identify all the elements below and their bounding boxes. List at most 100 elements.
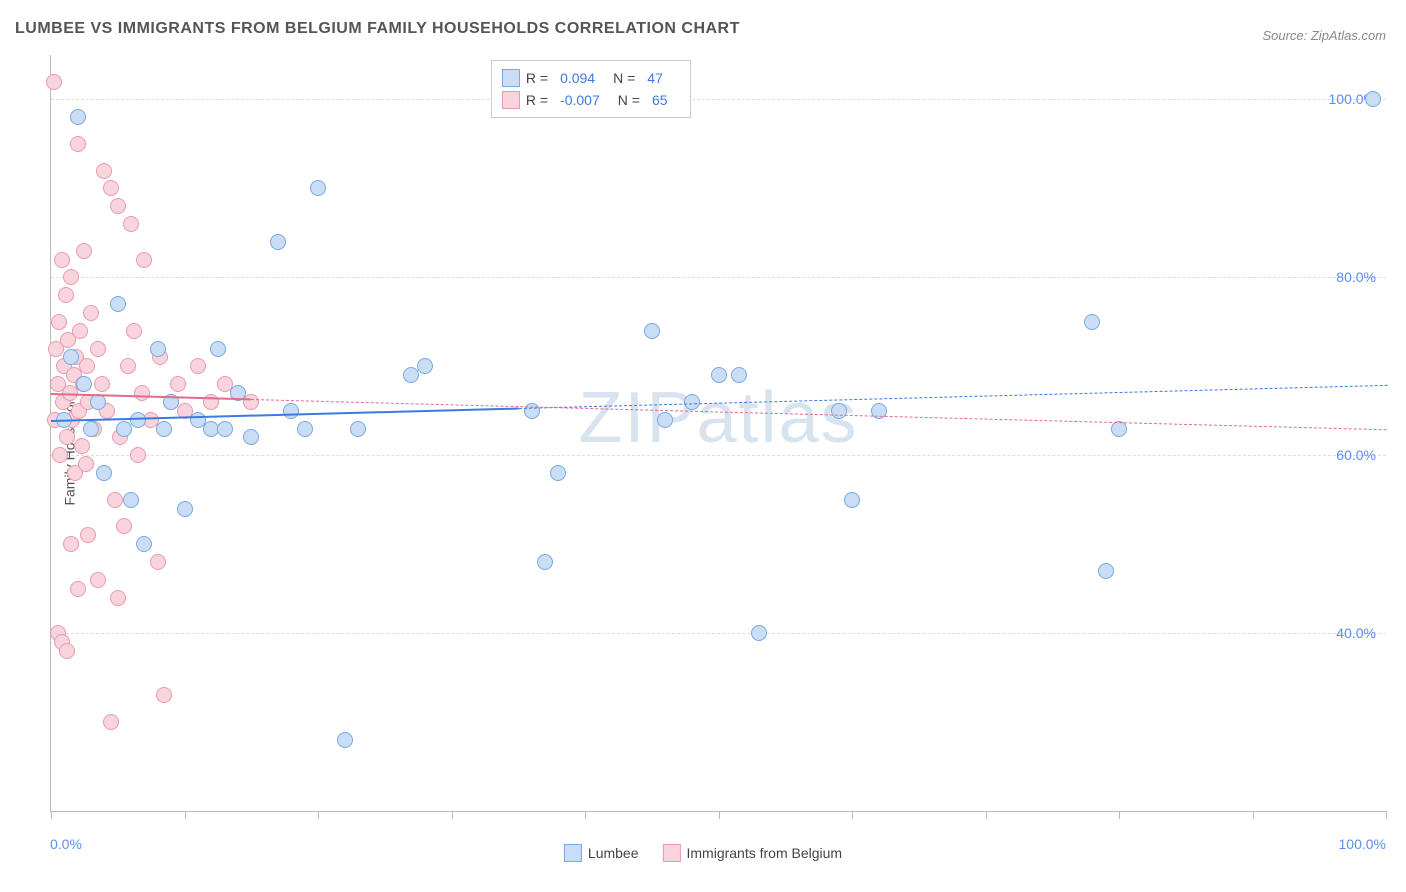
scatter-point xyxy=(70,109,86,125)
scatter-point xyxy=(283,403,299,419)
y-tick-label: 80.0% xyxy=(1336,269,1376,285)
n-value: 65 xyxy=(652,89,668,111)
scatter-point xyxy=(123,492,139,508)
scatter-point xyxy=(79,358,95,374)
scatter-point xyxy=(136,536,152,552)
scatter-point xyxy=(110,198,126,214)
legend-swatch xyxy=(663,844,681,862)
scatter-point xyxy=(74,438,90,454)
n-value: 47 xyxy=(647,67,663,89)
scatter-point xyxy=(83,305,99,321)
scatter-point xyxy=(63,269,79,285)
x-tick xyxy=(185,811,186,819)
scatter-point xyxy=(63,349,79,365)
scatter-point xyxy=(94,376,110,392)
scatter-point xyxy=(217,421,233,437)
scatter-point xyxy=(1365,91,1381,107)
scatter-point xyxy=(644,323,660,339)
scatter-point xyxy=(844,492,860,508)
legend-swatch xyxy=(564,844,582,862)
scatter-point xyxy=(54,252,70,268)
gridline xyxy=(51,633,1386,634)
scatter-point xyxy=(731,367,747,383)
chart-container: LUMBEE VS IMMIGRANTS FROM BELGIUM FAMILY… xyxy=(0,0,1406,892)
scatter-point xyxy=(210,341,226,357)
scatter-point xyxy=(103,180,119,196)
scatter-point xyxy=(72,323,88,339)
scatter-point xyxy=(70,581,86,597)
scatter-point xyxy=(297,421,313,437)
scatter-point xyxy=(150,341,166,357)
bottom-legend: LumbeeImmigrants from Belgium xyxy=(564,844,842,862)
watermark: ZIPatlas xyxy=(578,377,858,459)
x-axis-max-label: 100.0% xyxy=(1339,836,1386,852)
scatter-point xyxy=(657,412,673,428)
plot-area: ZIPatlas 40.0%60.0%80.0%100.0% xyxy=(50,55,1386,812)
scatter-point xyxy=(537,554,553,570)
r-value: -0.007 xyxy=(560,89,600,111)
scatter-point xyxy=(1084,314,1100,330)
scatter-point xyxy=(123,216,139,232)
scatter-point xyxy=(177,501,193,517)
scatter-point xyxy=(270,234,286,250)
chart-source: Source: ZipAtlas.com xyxy=(1262,28,1386,43)
scatter-point xyxy=(524,403,540,419)
gridline xyxy=(51,277,1386,278)
scatter-point xyxy=(243,394,259,410)
x-tick xyxy=(1253,811,1254,819)
scatter-point xyxy=(1098,563,1114,579)
scatter-point xyxy=(96,163,112,179)
y-tick-label: 60.0% xyxy=(1336,447,1376,463)
scatter-point xyxy=(107,492,123,508)
legend-row: R =0.094N =47 xyxy=(502,67,680,89)
scatter-point xyxy=(310,180,326,196)
trend-line xyxy=(519,385,1387,409)
n-label: N = xyxy=(618,89,640,111)
legend-row: R =-0.007N =65 xyxy=(502,89,680,111)
scatter-point xyxy=(126,323,142,339)
scatter-point xyxy=(170,376,186,392)
scatter-point xyxy=(110,296,126,312)
x-tick xyxy=(1386,811,1387,819)
scatter-point xyxy=(350,421,366,437)
scatter-point xyxy=(90,572,106,588)
scatter-point xyxy=(110,590,126,606)
scatter-point xyxy=(63,536,79,552)
scatter-point xyxy=(136,252,152,268)
scatter-point xyxy=(156,421,172,437)
scatter-point xyxy=(80,527,96,543)
scatter-point xyxy=(711,367,727,383)
gridline xyxy=(51,455,1386,456)
x-tick xyxy=(452,811,453,819)
x-tick xyxy=(986,811,987,819)
x-tick xyxy=(318,811,319,819)
scatter-point xyxy=(70,136,86,152)
legend-swatch xyxy=(502,69,520,87)
scatter-point xyxy=(51,314,67,330)
correlation-legend: R =0.094N =47R =-0.007N =65 xyxy=(491,60,691,118)
scatter-point xyxy=(52,447,68,463)
scatter-point xyxy=(90,341,106,357)
scatter-point xyxy=(59,643,75,659)
x-tick xyxy=(852,811,853,819)
scatter-point xyxy=(684,394,700,410)
scatter-point xyxy=(831,403,847,419)
legend-swatch xyxy=(502,91,520,109)
scatter-point xyxy=(130,447,146,463)
scatter-point xyxy=(59,429,75,445)
x-tick xyxy=(719,811,720,819)
scatter-point xyxy=(78,456,94,472)
scatter-point xyxy=(76,243,92,259)
scatter-point xyxy=(190,358,206,374)
x-tick xyxy=(1119,811,1120,819)
scatter-point xyxy=(120,358,136,374)
scatter-point xyxy=(46,74,62,90)
legend-item: Lumbee xyxy=(564,844,639,862)
y-tick-label: 40.0% xyxy=(1336,625,1376,641)
scatter-point xyxy=(76,376,92,392)
scatter-point xyxy=(243,429,259,445)
scatter-point xyxy=(751,625,767,641)
chart-title: LUMBEE VS IMMIGRANTS FROM BELGIUM FAMILY… xyxy=(15,20,740,38)
scatter-point xyxy=(156,687,172,703)
n-label: N = xyxy=(613,67,635,89)
